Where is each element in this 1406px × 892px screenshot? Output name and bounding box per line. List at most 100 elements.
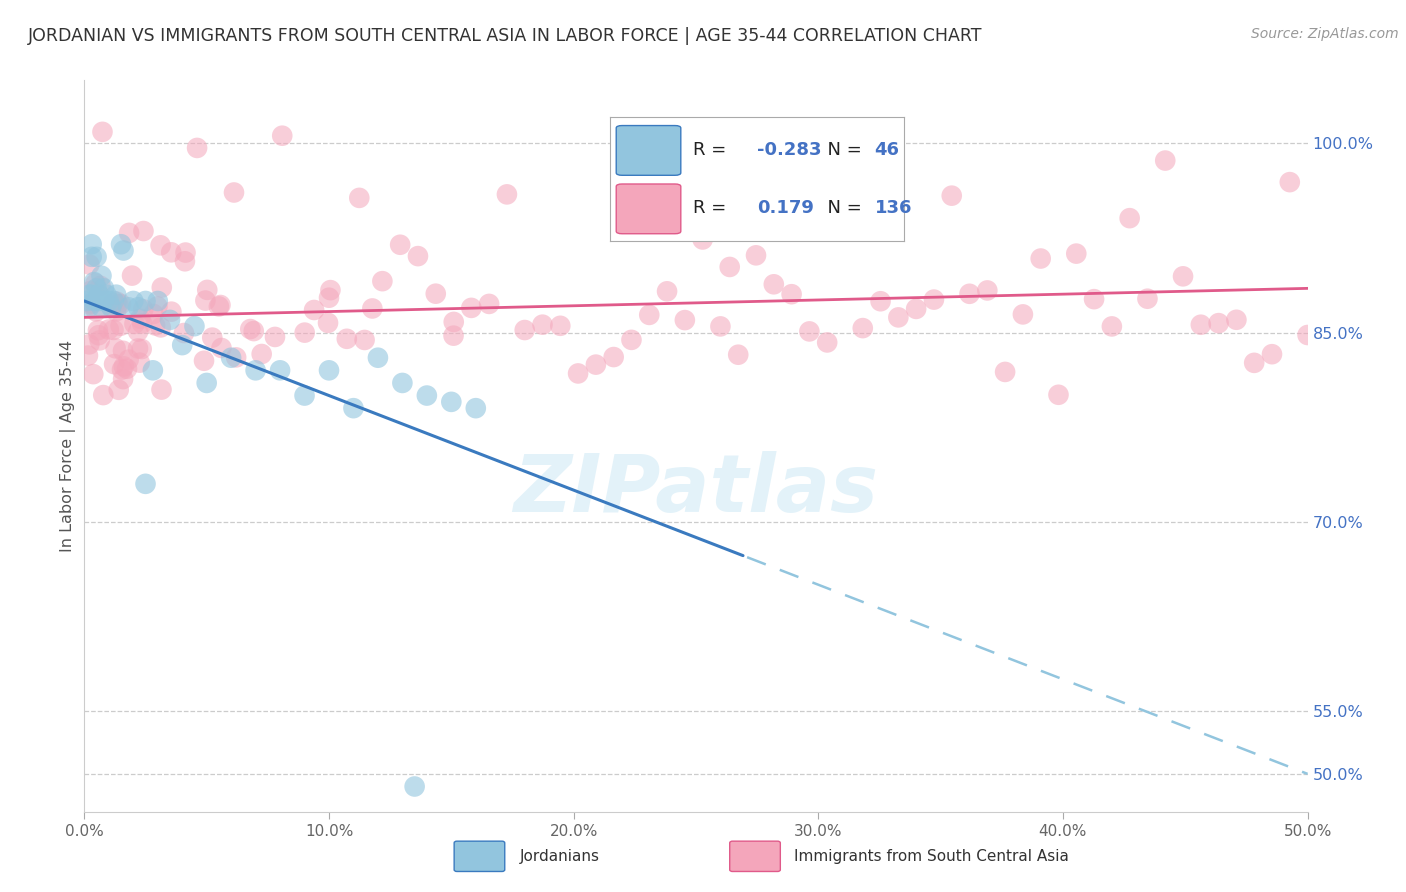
Point <box>86 281 108 295</box>
Point <box>174 254 197 268</box>
Point <box>443 315 465 329</box>
Text: N =: N = <box>815 142 868 160</box>
Point <box>128 356 150 370</box>
Point <box>602 350 624 364</box>
Point <box>496 187 519 202</box>
Text: Source: ZipAtlas.com: Source: ZipAtlas.com <box>1251 27 1399 41</box>
Point <box>100 300 122 314</box>
Point <box>550 318 572 333</box>
Point <box>219 351 242 365</box>
Point <box>208 300 231 314</box>
Point <box>135 293 157 308</box>
Point <box>97 293 120 308</box>
Point <box>709 319 731 334</box>
Point <box>780 287 803 301</box>
Point <box>118 352 141 367</box>
Point <box>513 323 536 337</box>
Point <box>79 297 101 311</box>
Point <box>531 318 554 332</box>
Point <box>132 302 155 317</box>
Point <box>762 277 785 292</box>
Point <box>460 301 482 315</box>
Point <box>79 337 101 351</box>
Point <box>318 363 340 377</box>
Point <box>194 293 217 308</box>
Point <box>342 401 364 416</box>
Point <box>959 286 981 301</box>
Point <box>79 258 101 272</box>
Point <box>103 357 125 371</box>
Point <box>149 320 172 334</box>
Point <box>159 313 181 327</box>
Point <box>132 224 155 238</box>
Point <box>353 333 375 347</box>
Point <box>193 353 215 368</box>
Point <box>84 304 107 318</box>
Point <box>89 278 111 293</box>
Text: N =: N = <box>815 199 868 217</box>
Point <box>1029 252 1052 266</box>
Point <box>122 293 145 308</box>
Point <box>692 232 714 246</box>
Point <box>319 283 342 297</box>
Point <box>1261 347 1284 361</box>
Point <box>1101 319 1123 334</box>
Point <box>135 476 157 491</box>
Point <box>367 351 389 365</box>
Point <box>96 287 118 301</box>
Point <box>186 141 208 155</box>
Point <box>105 304 128 318</box>
Point <box>127 342 149 356</box>
Point <box>101 296 124 310</box>
Point <box>80 250 103 264</box>
Point <box>464 401 486 416</box>
Point <box>111 362 134 376</box>
Point <box>201 331 224 345</box>
Text: 46: 46 <box>875 142 900 160</box>
Point <box>160 245 183 260</box>
Point <box>172 338 194 352</box>
Point <box>242 324 264 338</box>
Point <box>718 260 741 274</box>
Point <box>83 275 105 289</box>
Point <box>316 316 339 330</box>
Point <box>239 322 262 336</box>
Text: 0.179: 0.179 <box>756 199 814 217</box>
Point <box>97 322 120 336</box>
Point <box>318 291 340 305</box>
Point <box>93 281 115 295</box>
Point <box>264 330 287 344</box>
Point <box>1136 292 1159 306</box>
Text: JORDANIAN VS IMMIGRANTS FROM SOUTH CENTRAL ASIA IN LABOR FORCE | AGE 35-44 CORRE: JORDANIAN VS IMMIGRANTS FROM SOUTH CENTR… <box>28 27 983 45</box>
Point <box>131 317 153 331</box>
Point <box>222 186 245 200</box>
Text: R =: R = <box>693 199 731 217</box>
Point <box>869 294 891 309</box>
Point <box>994 365 1017 379</box>
Point <box>115 361 138 376</box>
Point <box>129 311 152 326</box>
Point <box>673 313 696 327</box>
Point <box>80 296 103 310</box>
Point <box>173 326 195 340</box>
Point <box>87 293 110 308</box>
Point <box>103 293 125 308</box>
Text: R =: R = <box>693 142 731 160</box>
Point <box>183 319 205 334</box>
Text: 136: 136 <box>875 199 912 217</box>
Point <box>941 188 963 202</box>
Point <box>443 328 465 343</box>
Point <box>922 293 945 307</box>
FancyBboxPatch shape <box>616 184 681 234</box>
Point <box>103 323 125 337</box>
Point <box>127 325 149 339</box>
Point <box>110 318 132 333</box>
Point <box>174 245 197 260</box>
Point <box>76 293 98 308</box>
Point <box>1278 175 1301 189</box>
Point <box>100 300 122 314</box>
Point <box>112 244 135 258</box>
Point <box>142 307 165 321</box>
Point <box>87 288 110 302</box>
Point <box>80 237 103 252</box>
